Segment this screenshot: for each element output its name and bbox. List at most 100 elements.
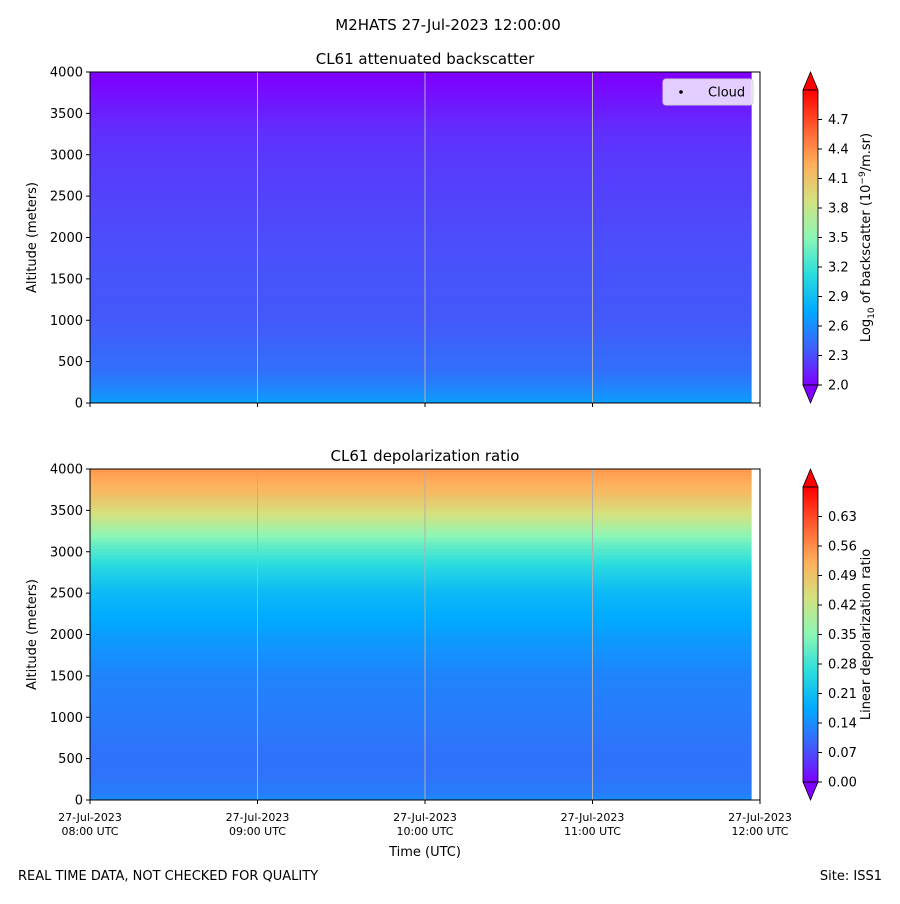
heatmap-band <box>90 607 752 612</box>
colorbar-body <box>803 487 818 782</box>
heatmap-band <box>90 253 752 258</box>
heatmap-band <box>90 577 752 582</box>
heatmap-band <box>90 726 752 731</box>
heatmap-band <box>90 472 752 476</box>
heatmap-band <box>90 280 752 285</box>
heatmap-band <box>90 137 752 142</box>
heatmap-band <box>90 134 752 139</box>
heatmap-band <box>90 657 752 662</box>
heatmap-band <box>90 571 752 576</box>
heatmap-band <box>90 121 752 126</box>
heatmap-band <box>90 167 752 172</box>
heatmap-band <box>90 587 752 592</box>
heatmap-band <box>90 339 752 344</box>
heatmap-band <box>90 597 752 602</box>
heatmap-band <box>90 184 752 189</box>
heatmap-band <box>90 660 752 665</box>
heatmap-band <box>90 171 752 175</box>
colorbar-tick-label: 0.07 <box>828 746 857 761</box>
heatmap-band <box>90 700 752 705</box>
heatmap-band <box>90 554 752 559</box>
colorbar-tick-label: 2.0 <box>828 379 849 394</box>
heatmap-band <box>90 399 752 404</box>
heatmap-band <box>90 594 752 599</box>
heatmap-band <box>90 769 752 774</box>
legend-label: Cloud <box>708 86 745 101</box>
heatmap-band <box>90 270 752 275</box>
x-tick-label-date: 27-Jul-2023 <box>728 811 792 824</box>
y-tick-label: 0 <box>75 794 83 809</box>
heatmap-band <box>90 531 752 536</box>
heatmap-band <box>90 773 752 778</box>
x-tick-label-time: 10:00 UTC <box>396 825 453 838</box>
heatmap-band <box>90 187 752 192</box>
heatmap-band <box>90 227 752 232</box>
y-axis-label: Altitude (meters) <box>25 579 40 690</box>
heatmap-band <box>90 670 752 675</box>
heatmap-band <box>90 518 752 523</box>
x-tick-label-time: 09:00 UTC <box>229 825 286 838</box>
heatmap-band <box>90 501 752 506</box>
y-tick-label: 500 <box>58 355 83 370</box>
colorbar-extend-max <box>802 467 819 488</box>
x-tick-label-date: 27-Jul-2023 <box>226 811 290 824</box>
heatmap-band <box>90 538 752 543</box>
x-axis-label: Time (UTC) <box>388 845 461 860</box>
colorbar-tick-label: 0.28 <box>828 658 857 673</box>
heatmap-band <box>90 707 752 711</box>
colorbar-tick-label: 0.21 <box>828 687 857 702</box>
colorbar-tick-label: 3.8 <box>828 202 849 217</box>
heatmap-band <box>90 356 752 361</box>
heatmap-band <box>90 379 752 384</box>
heatmap-band <box>90 273 752 278</box>
heatmap-band <box>90 703 752 708</box>
heatmap-band <box>90 223 752 228</box>
colorbar-extend-max <box>802 70 819 91</box>
heatmap-band <box>90 663 752 668</box>
heatmap-band <box>90 336 752 341</box>
heatmap-band <box>90 382 752 387</box>
heatmap-band <box>90 164 752 169</box>
heatmap-band <box>90 511 752 516</box>
heatmap-band <box>90 359 752 364</box>
heatmap-band <box>90 177 752 182</box>
heatmap-band <box>90 131 752 136</box>
heatmap-band <box>90 581 752 586</box>
colorbar-label-sub: 10 <box>867 307 877 319</box>
heatmap-band <box>90 141 752 146</box>
y-tick-label: 1500 <box>50 669 83 684</box>
heatmap-band <box>90 362 752 367</box>
colorbar-tick-label: 0.14 <box>828 717 857 732</box>
heatmap-band <box>90 204 752 209</box>
heatmap-band <box>90 306 752 311</box>
heatmap-band <box>90 730 752 735</box>
heatmap-band <box>90 88 752 93</box>
colorbar-extend-min <box>802 384 819 405</box>
heatmap-band <box>90 118 752 122</box>
heatmap-band <box>90 154 752 159</box>
heatmap-band <box>90 697 752 701</box>
heatmap-band <box>90 396 752 400</box>
heatmap-band <box>90 789 752 794</box>
heatmap-band <box>90 300 752 304</box>
heatmap-band <box>90 190 752 195</box>
y-tick-label: 3500 <box>50 504 83 519</box>
heatmap-band <box>90 620 752 625</box>
heatmap-band <box>90 326 752 331</box>
heatmap-band <box>90 601 752 606</box>
heatmap-band <box>90 505 752 510</box>
heatmap-band <box>90 766 752 771</box>
heatmap-band <box>90 323 752 328</box>
colorbar-label: Linear depolarization ratio <box>859 549 874 720</box>
colorbar-tick-label: 0.63 <box>828 510 857 525</box>
heatmap-band <box>90 478 752 483</box>
heatmap-band <box>90 157 752 162</box>
heatmap-band <box>90 174 752 179</box>
heatmap-band <box>90 624 752 629</box>
colorbar-tick-label: 0.35 <box>828 628 857 643</box>
heatmap-band <box>90 180 752 185</box>
heatmap-band <box>90 220 752 225</box>
depolarization-panel: CL61 depolarization ratio 0 500 1000 1500 200… <box>25 447 874 838</box>
